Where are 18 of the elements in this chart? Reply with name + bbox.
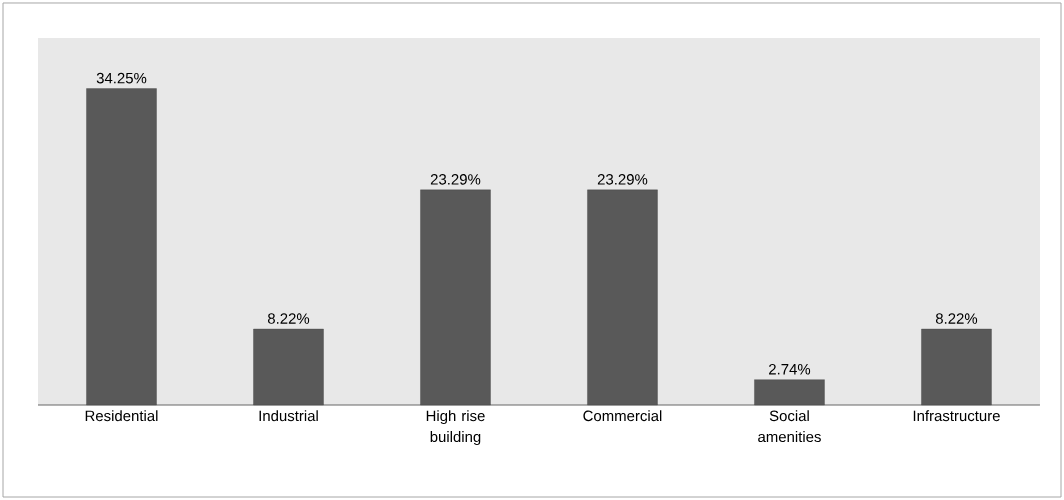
bar — [86, 88, 157, 406]
x-tick-label: Industrial — [259, 410, 318, 422]
data-label: 8.22% — [267, 313, 310, 324]
x-tick-label: High rise building — [426, 410, 485, 446]
x-tick-label: Commercial — [583, 410, 662, 422]
bar — [921, 328, 992, 406]
data-label: 8.22% — [935, 313, 978, 324]
x-tick-label: Social amenities — [758, 410, 821, 443]
x-tick-label: Residential — [85, 410, 158, 422]
bar — [420, 189, 491, 406]
bar — [587, 189, 658, 406]
bar — [253, 328, 324, 406]
data-label: 23.29% — [597, 174, 648, 185]
bar — [754, 379, 825, 406]
data-label: 23.29% — [430, 174, 481, 185]
data-label: 2.74% — [769, 363, 811, 375]
x-tick-label: Infrastructure — [913, 410, 1000, 422]
data-label: 34.25% — [96, 72, 147, 84]
